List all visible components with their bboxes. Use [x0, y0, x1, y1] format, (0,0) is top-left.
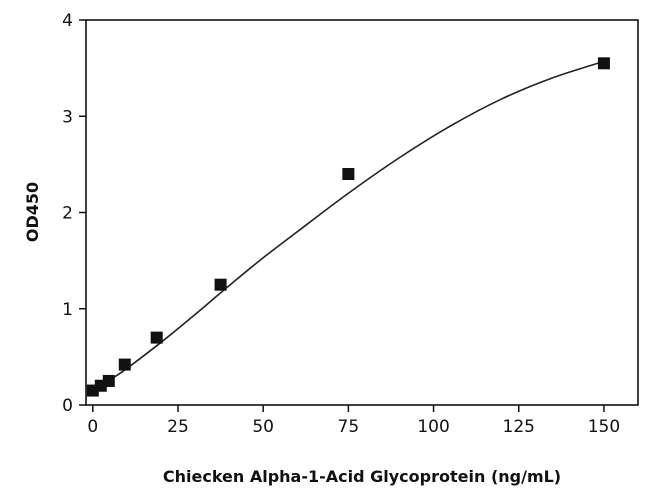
fit-curve-line	[92, 60, 605, 393]
data-point-2	[102, 374, 115, 387]
x-axis-title: Chiecken Alpha-1-Acid Glycoprotein (ng/m…	[163, 467, 561, 486]
x-tick-label-125: 125	[503, 417, 535, 437]
x-axis-ticks: 0 25 50 75 100 125 150	[87, 405, 620, 437]
y-tick-label-3: 3	[62, 107, 73, 127]
fit-curve-layer	[92, 60, 605, 393]
y-tick-label-2: 2	[62, 204, 73, 224]
y-tick-label-1: 1	[62, 300, 73, 320]
y-axis-ticks: 0 1 2 3 4	[62, 11, 86, 416]
data-point-4	[150, 331, 163, 344]
data-points-layer	[86, 57, 610, 397]
y-tick-label-4: 4	[62, 11, 73, 31]
x-tick-label-0: 0	[87, 417, 98, 437]
x-tick-label-25: 25	[167, 417, 189, 437]
y-tick-label-0: 0	[62, 396, 73, 416]
plot-frame	[85, 19, 639, 406]
x-tick-label-50: 50	[252, 417, 274, 437]
x-tick-label-150: 150	[588, 417, 620, 437]
data-point-5	[214, 278, 227, 291]
data-point-3	[118, 358, 131, 371]
x-tick-label-100: 100	[417, 417, 449, 437]
data-point-7	[597, 57, 610, 70]
y-axis-title: OD450	[23, 182, 42, 242]
data-point-6	[342, 168, 355, 180]
x-tick-label-75: 75	[338, 417, 360, 437]
